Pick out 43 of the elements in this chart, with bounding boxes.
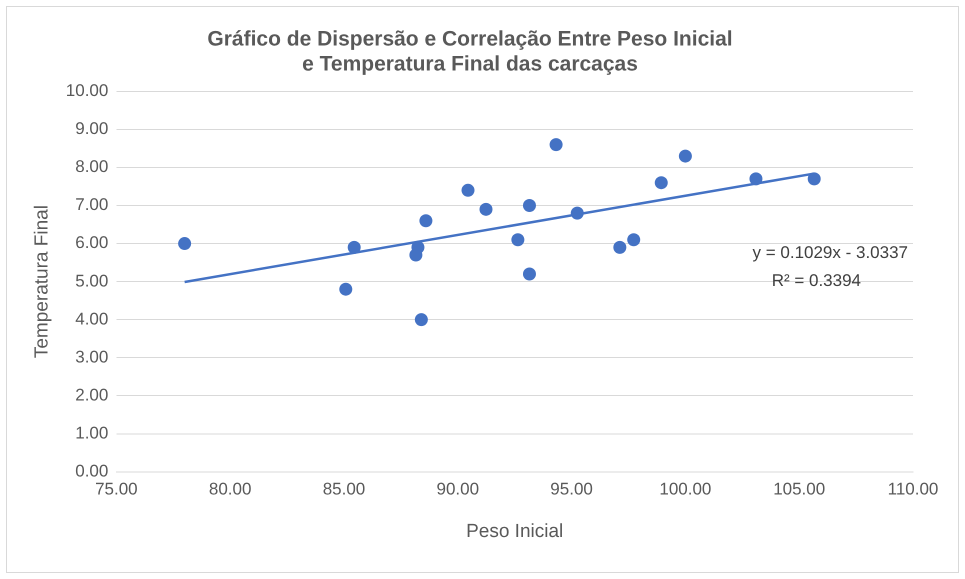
point [627, 233, 640, 246]
y-tick-label: 7.00 [75, 195, 108, 214]
x-tick-label: 95.00 [550, 480, 593, 499]
point [419, 214, 432, 228]
x-tick-label: 105.00 [773, 480, 826, 499]
y-tick-label: 9.00 [75, 119, 108, 138]
point [348, 240, 361, 254]
x-axis-title: Peso Inicial [466, 520, 564, 542]
point [339, 282, 352, 296]
annotation: y = 0.1029x - 3.0337 [752, 243, 908, 262]
point [414, 313, 428, 326]
y-axis-title: Temperatura Final [32, 205, 53, 358]
x-tick-label: 100.00 [659, 480, 712, 499]
point [178, 237, 192, 250]
point [522, 199, 536, 212]
point [462, 184, 475, 197]
y-tick-label: 10.00 [66, 81, 108, 100]
annotation: R² = 0.3394 [772, 271, 861, 290]
point [654, 176, 668, 190]
x-tick-label: 110.00 [888, 480, 938, 499]
point [749, 172, 762, 186]
x-tick-label: 80.00 [208, 480, 252, 499]
point [522, 267, 536, 280]
y-tick-label: 6.00 [75, 233, 108, 252]
point [511, 233, 524, 246]
point [479, 202, 492, 216]
point [550, 138, 563, 152]
y-tick-label: 5.00 [75, 271, 108, 290]
point [613, 240, 626, 254]
point [678, 150, 692, 163]
y-tick-label: 1.00 [75, 423, 108, 442]
x-tick-label: 90.00 [436, 480, 480, 499]
y-tick-label: 4.00 [75, 309, 108, 328]
y-tick-label: 3.00 [75, 347, 108, 366]
y-tick-label: 2.00 [75, 385, 108, 404]
point [808, 172, 821, 186]
point [570, 206, 584, 220]
chart-title: Gráfico de Dispersão e Correlação Entre Peso Inicial e Temperatura Final das carcaças [207, 27, 733, 76]
point [411, 240, 424, 254]
y-tick-label: 0.00 [75, 461, 108, 480]
x-tick-label: 75.00 [95, 480, 138, 499]
x-tick-label: 85.00 [322, 480, 366, 499]
y-tick-label: 8.00 [75, 157, 108, 176]
